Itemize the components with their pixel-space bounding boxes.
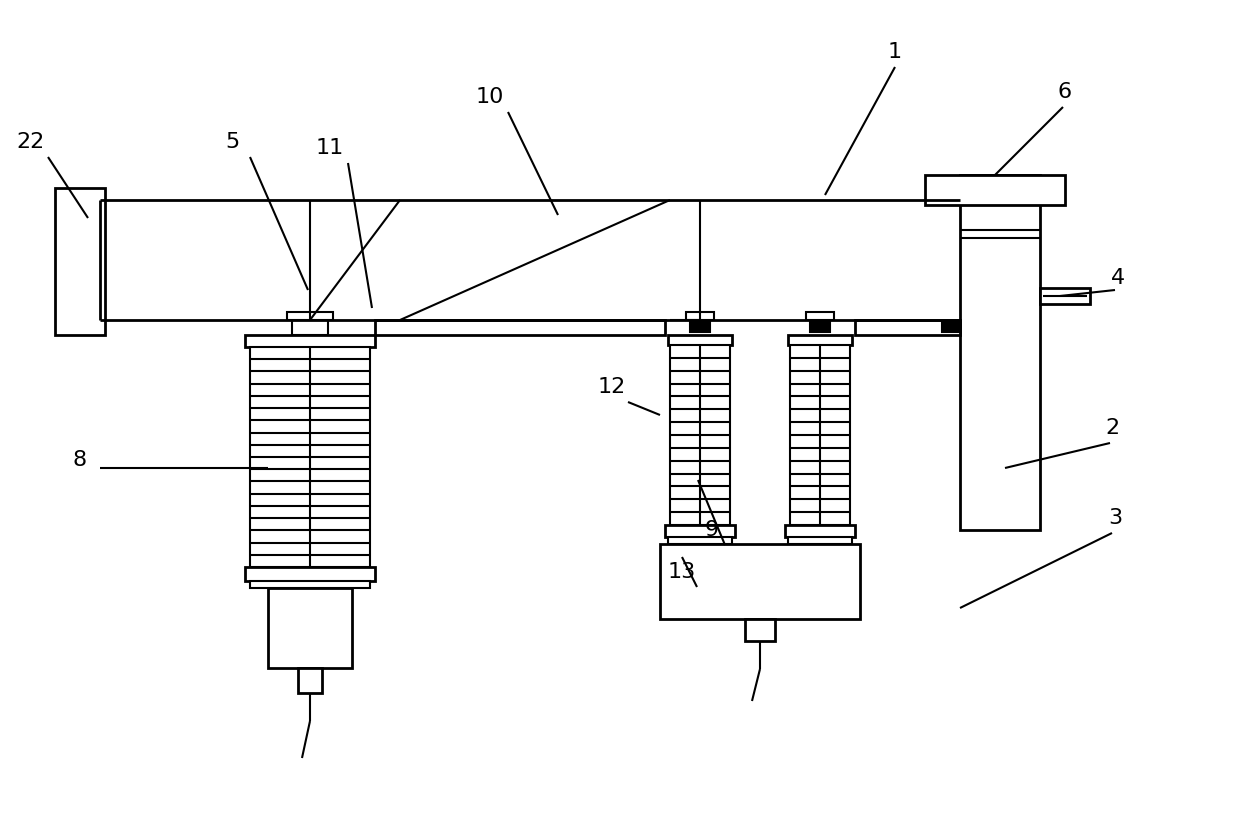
Bar <box>268 588 352 668</box>
Bar <box>55 188 105 335</box>
Bar <box>291 320 329 335</box>
Text: 5: 5 <box>224 132 239 152</box>
Bar <box>660 544 861 619</box>
Bar <box>250 581 370 588</box>
Text: 13: 13 <box>668 562 696 582</box>
Text: 10: 10 <box>476 87 505 107</box>
Bar <box>810 322 830 332</box>
Bar <box>246 567 374 581</box>
Bar <box>670 345 730 525</box>
Text: 12: 12 <box>598 377 626 397</box>
Bar <box>250 347 370 567</box>
Text: 6: 6 <box>1058 82 1073 102</box>
Bar <box>286 312 334 320</box>
Bar <box>246 335 374 347</box>
Bar <box>298 668 322 693</box>
Bar <box>745 619 775 641</box>
Bar <box>787 335 852 345</box>
Text: 9: 9 <box>704 520 719 540</box>
Bar <box>1040 288 1090 304</box>
Bar <box>668 335 732 345</box>
Bar <box>374 320 665 335</box>
Bar <box>668 537 732 544</box>
Bar <box>942 322 960 332</box>
Text: 11: 11 <box>316 138 345 158</box>
Text: 22: 22 <box>16 132 45 152</box>
Bar <box>790 345 849 525</box>
Bar <box>665 525 735 537</box>
Bar <box>785 525 856 537</box>
Text: 8: 8 <box>73 450 87 470</box>
Bar <box>806 312 835 320</box>
Bar <box>856 320 960 335</box>
Text: 1: 1 <box>888 42 901 62</box>
Bar <box>925 175 1065 205</box>
Bar <box>960 175 1040 530</box>
Bar <box>686 312 714 320</box>
Text: 2: 2 <box>1105 418 1118 438</box>
Bar <box>787 537 852 544</box>
Text: 3: 3 <box>1107 508 1122 528</box>
Text: 4: 4 <box>1111 268 1125 288</box>
Bar <box>689 322 711 332</box>
